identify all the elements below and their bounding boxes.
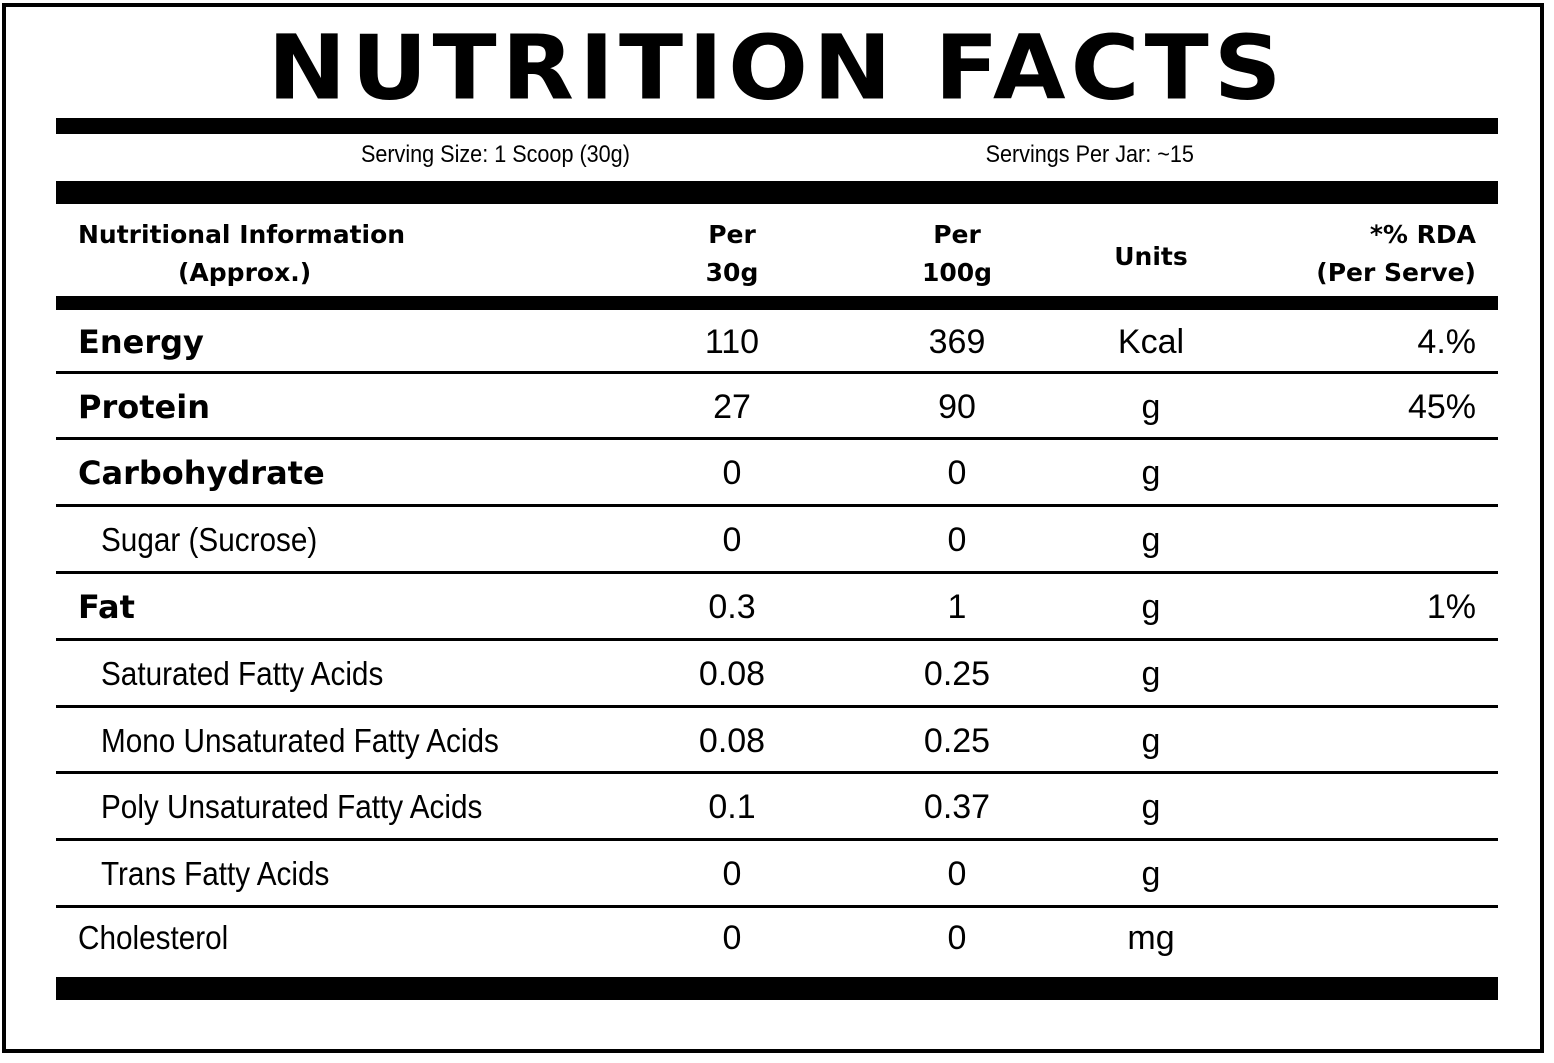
row-unit: g: [1141, 855, 1161, 893]
row-per30: 0: [722, 919, 742, 957]
header-units: Units: [1114, 242, 1188, 271]
row-name: Sugar (Sucrose): [101, 521, 318, 558]
header-per-100g: Per 100g: [877, 216, 1037, 292]
row-unit: g: [1141, 722, 1161, 760]
row-divider: [56, 771, 1498, 774]
row-name: Fat: [78, 588, 135, 626]
row-per100: 0: [947, 919, 967, 957]
servings-per-jar: Servings Per Jar: ~15: [985, 141, 1194, 168]
row-divider: [56, 905, 1498, 908]
row-name: Saturated Fatty Acids: [101, 655, 384, 692]
header-thick-bar: [56, 296, 1498, 310]
row-per30: 110: [704, 323, 760, 361]
row-per100: 369: [928, 323, 986, 361]
row-name: Poly Unsaturated Fatty Acids: [101, 788, 483, 825]
header-info-line1: Nutritional Information: [78, 220, 406, 249]
row-unit: g: [1141, 454, 1161, 492]
row-unit: g: [1141, 388, 1161, 426]
row-divider: [56, 638, 1498, 641]
header-info-line2: (Approx.): [178, 258, 312, 287]
row-per100: 0: [947, 454, 967, 492]
row-unit: Kcal: [1117, 323, 1185, 361]
row-per100: 0: [947, 521, 967, 559]
row-unit: g: [1141, 521, 1161, 559]
row-per30: 0: [722, 521, 742, 559]
row-per30: 0: [722, 454, 742, 492]
row-name: Trans Fatty Acids: [101, 855, 330, 892]
serving-size: Serving Size: 1 Scoop (30g): [360, 141, 630, 168]
row-per30: 0.3: [708, 588, 756, 626]
header-per100-line1: Per: [933, 220, 981, 249]
header-per100-line2: 100g: [921, 258, 993, 287]
row-unit: g: [1141, 588, 1161, 626]
row-divider: [56, 437, 1498, 440]
row-per100: 0.37: [923, 788, 991, 826]
row-divider: [56, 705, 1498, 708]
row-rda: 4.%: [1417, 323, 1476, 361]
row-divider: [56, 571, 1498, 574]
header-rda: *% RDA (Per Serve): [1236, 216, 1476, 292]
row-divider: [56, 371, 1498, 374]
row-name: Cholesterol: [78, 919, 229, 956]
row-name: Carbohydrate: [78, 454, 325, 492]
header-per30-line1: Per: [708, 220, 756, 249]
serving-thick-bar: [56, 181, 1498, 204]
row-per30: 27: [713, 388, 751, 426]
row-per30: 0.08: [698, 722, 766, 760]
row-unit: g: [1141, 788, 1161, 826]
row-per100: 1: [947, 588, 967, 626]
row-per100: 0.25: [923, 655, 991, 693]
row-per30: 0.08: [698, 655, 766, 693]
row-divider: [56, 504, 1498, 507]
row-per100: 0.25: [923, 722, 991, 760]
header-rda-line2: (Per Serve): [1316, 258, 1476, 287]
row-per30: 0.1: [708, 788, 756, 826]
label-title: NUTRITION FACTS: [267, 16, 1287, 121]
row-per100: 0: [947, 855, 967, 893]
header-per-30g: Per 30g: [652, 216, 812, 292]
row-unit: mg: [1127, 919, 1175, 957]
row-per100: 90: [938, 388, 976, 426]
row-unit: g: [1141, 655, 1161, 693]
label-frame: [2, 3, 1544, 1053]
row-divider: [56, 838, 1498, 841]
header-rda-line1: *% RDA: [1369, 220, 1476, 249]
bottom-thick-bar: [56, 977, 1498, 1000]
row-name: Mono Unsaturated Fatty Acids: [101, 722, 499, 759]
row-rda: 1%: [1426, 588, 1476, 626]
row-name: Protein: [78, 388, 210, 426]
top-thick-bar: [56, 118, 1498, 134]
row-per30: 0: [722, 855, 742, 893]
row-name: Energy: [78, 323, 204, 361]
row-rda: 45%: [1407, 388, 1476, 426]
header-per30-line2: 30g: [705, 258, 759, 287]
header-nutritional-information: Nutritional Information (Approx.): [78, 216, 478, 292]
